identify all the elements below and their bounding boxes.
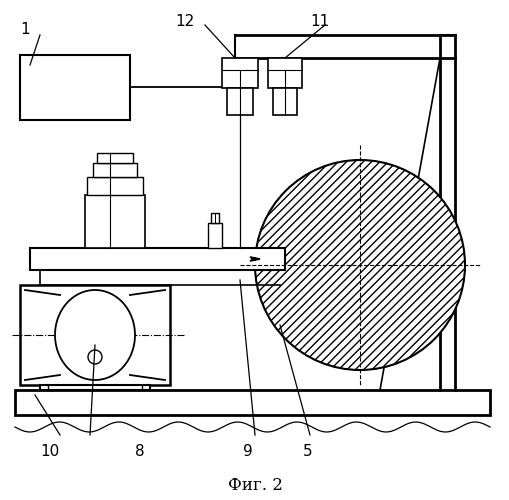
Text: 9: 9 <box>243 444 252 460</box>
Bar <box>40 385 150 390</box>
Polygon shape <box>249 257 260 261</box>
Bar <box>272 88 296 115</box>
Text: 11: 11 <box>310 14 329 30</box>
Circle shape <box>88 350 102 364</box>
Bar <box>87 177 143 195</box>
Text: Фиг. 2: Фиг. 2 <box>227 476 282 494</box>
Text: 1: 1 <box>20 22 30 38</box>
Bar <box>20 285 169 385</box>
Text: 8: 8 <box>135 444 145 460</box>
Bar <box>20 55 130 120</box>
Bar <box>227 88 252 115</box>
Bar <box>221 58 258 88</box>
Bar <box>30 248 285 270</box>
Bar <box>85 195 145 248</box>
Text: 12: 12 <box>175 14 194 30</box>
Bar <box>211 213 218 223</box>
Text: 10: 10 <box>40 444 60 460</box>
Bar <box>208 223 221 248</box>
Bar <box>97 153 133 163</box>
Bar <box>93 163 137 177</box>
Circle shape <box>254 160 464 370</box>
Ellipse shape <box>55 290 135 380</box>
Text: 5: 5 <box>302 444 312 460</box>
Bar <box>15 390 489 415</box>
Bar <box>267 58 301 88</box>
